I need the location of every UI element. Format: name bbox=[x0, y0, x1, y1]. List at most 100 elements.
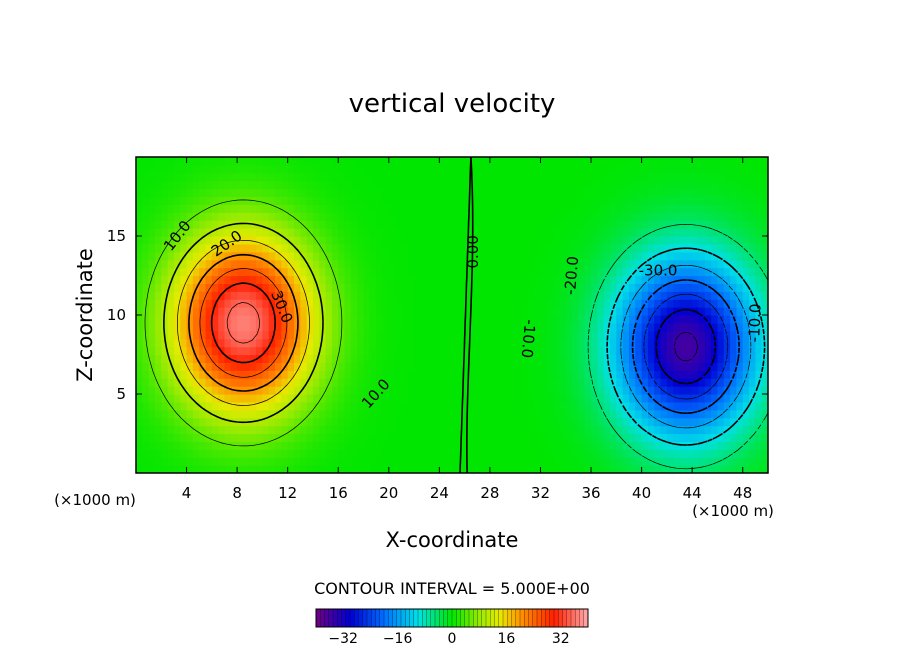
field-cell bbox=[414, 457, 421, 466]
field-cell bbox=[433, 449, 440, 458]
field-cell bbox=[211, 275, 219, 284]
field-cell bbox=[173, 157, 181, 166]
field-cell bbox=[546, 212, 554, 221]
field-cell bbox=[717, 259, 725, 269]
field-cell bbox=[477, 441, 485, 450]
field-cell bbox=[300, 283, 308, 292]
field-cell bbox=[742, 157, 750, 166]
field-cell bbox=[742, 307, 750, 316]
field-cell bbox=[761, 228, 768, 237]
field-cell bbox=[628, 243, 636, 253]
contour-label: -30.0 bbox=[639, 261, 678, 279]
field-cell bbox=[502, 172, 510, 182]
field-cell bbox=[338, 259, 346, 269]
field-cell bbox=[167, 378, 175, 387]
field-cell bbox=[218, 457, 226, 466]
field-cell bbox=[363, 188, 371, 198]
field-cell bbox=[660, 417, 668, 427]
field-cell bbox=[527, 180, 535, 190]
field-cell bbox=[515, 322, 523, 332]
colorbar-swatch bbox=[396, 609, 402, 627]
field-cell bbox=[445, 307, 453, 316]
field-cell bbox=[749, 449, 756, 458]
field-cell bbox=[249, 212, 257, 221]
field-cell bbox=[730, 425, 737, 435]
field-cell bbox=[173, 433, 181, 442]
field-cell bbox=[395, 394, 403, 403]
field-cell bbox=[414, 188, 421, 198]
field-cell bbox=[572, 283, 579, 292]
field-cell bbox=[350, 370, 358, 379]
field-cell bbox=[755, 236, 763, 245]
field-cell bbox=[395, 196, 403, 205]
field-cell bbox=[287, 378, 295, 387]
field-cell bbox=[483, 362, 491, 371]
field-cell bbox=[635, 236, 643, 245]
field-cell bbox=[414, 228, 421, 237]
field-cell bbox=[540, 330, 548, 340]
field-cell bbox=[136, 441, 143, 450]
field-cell bbox=[388, 362, 396, 371]
field-cell bbox=[173, 267, 181, 277]
field-cell bbox=[192, 164, 200, 174]
field-cell bbox=[464, 425, 472, 435]
field-cell bbox=[578, 196, 586, 205]
field-cell bbox=[597, 441, 605, 450]
field-cell bbox=[704, 449, 712, 458]
field-cell bbox=[565, 196, 573, 205]
field-cell bbox=[306, 409, 314, 419]
field-cell bbox=[610, 243, 617, 253]
field-cell bbox=[199, 433, 207, 442]
field-cell bbox=[161, 259, 169, 269]
field-cell bbox=[452, 457, 459, 466]
field-cell bbox=[224, 465, 232, 473]
field-cell bbox=[294, 354, 301, 363]
field-cell bbox=[294, 386, 301, 395]
field-cell bbox=[470, 164, 478, 174]
field-cell bbox=[268, 196, 276, 205]
field-cell bbox=[584, 251, 592, 261]
field-cell bbox=[572, 180, 579, 190]
field-cell bbox=[439, 425, 447, 435]
field-cell bbox=[666, 322, 674, 332]
field-cell bbox=[458, 243, 466, 253]
field-cell bbox=[414, 259, 421, 269]
field-cell bbox=[483, 322, 491, 332]
field-cell bbox=[527, 307, 535, 316]
field-cell bbox=[584, 330, 592, 340]
field-cell bbox=[281, 417, 289, 427]
field-cell bbox=[306, 220, 314, 229]
field-cell bbox=[199, 164, 207, 174]
field-cell bbox=[464, 315, 472, 324]
field-cell bbox=[711, 283, 719, 292]
field-cell bbox=[704, 204, 712, 213]
field-cell bbox=[572, 188, 579, 198]
field-cell bbox=[407, 386, 415, 395]
field-cell bbox=[401, 433, 409, 442]
field-cell bbox=[572, 228, 579, 237]
field-cell bbox=[249, 330, 257, 340]
field-cell bbox=[167, 283, 175, 292]
field-cell bbox=[199, 283, 207, 292]
field-cell bbox=[338, 394, 346, 403]
field-cell bbox=[578, 322, 586, 332]
field-cell bbox=[635, 196, 643, 205]
field-cell bbox=[281, 370, 289, 379]
field-cell bbox=[470, 172, 478, 182]
field-cell bbox=[483, 204, 491, 213]
field-cell bbox=[211, 228, 219, 237]
field-cell bbox=[546, 180, 554, 190]
field-cell bbox=[483, 236, 491, 245]
field-cell bbox=[470, 220, 478, 229]
field-cell bbox=[142, 449, 150, 458]
field-cell bbox=[540, 291, 548, 300]
field-cell bbox=[148, 394, 156, 403]
field-cell bbox=[755, 243, 763, 253]
field-cell bbox=[281, 465, 289, 473]
field-cell bbox=[161, 425, 169, 435]
field-cell bbox=[477, 307, 485, 316]
field-cell bbox=[578, 425, 586, 435]
field-cell bbox=[445, 220, 453, 229]
field-cell bbox=[357, 291, 365, 300]
field-cell bbox=[559, 441, 567, 450]
